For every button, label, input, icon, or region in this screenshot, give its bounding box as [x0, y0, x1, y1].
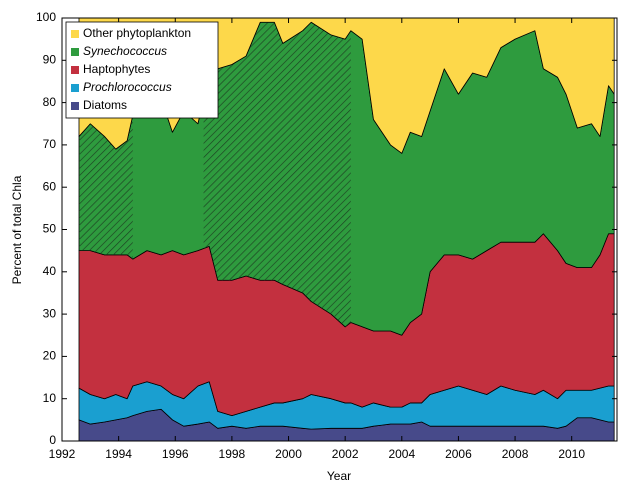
- x-tick-label: 2010: [558, 447, 585, 461]
- x-tick-label: 1992: [49, 447, 76, 461]
- legend-label: Diatoms: [83, 98, 127, 112]
- x-axis-label: Year: [327, 469, 351, 483]
- y-axis-label: Percent of total Chla: [10, 175, 24, 284]
- x-tick-label: 2004: [388, 447, 415, 461]
- y-tick-label: 60: [43, 179, 57, 193]
- legend-swatch: [71, 84, 79, 92]
- y-tick-label: 70: [43, 137, 57, 151]
- legend-swatch: [71, 102, 79, 110]
- y-tick-label: 100: [36, 10, 56, 24]
- y-tick-label: 20: [43, 349, 57, 363]
- y-tick-label: 0: [49, 433, 56, 447]
- y-tick-label: 30: [43, 306, 57, 320]
- y-tick-label: 50: [43, 222, 57, 236]
- y-tick-label: 10: [43, 391, 57, 405]
- x-tick-label: 1996: [162, 447, 189, 461]
- y-tick-label: 90: [43, 52, 57, 66]
- legend-swatch: [71, 30, 79, 38]
- legend-label: Haptophytes: [83, 62, 150, 76]
- legend-label: Other phytoplankton: [83, 26, 191, 40]
- legend-label: Prochlorococcus: [83, 80, 172, 94]
- x-tick-label: 1998: [219, 447, 246, 461]
- legend-box: [65, 21, 219, 119]
- y-tick-label: 40: [43, 264, 57, 278]
- x-tick-label: 2002: [332, 447, 359, 461]
- legend: Other phytoplankton Synechococcus Haptophy…: [65, 21, 219, 119]
- x-tick-label: 1994: [105, 447, 132, 461]
- y-tick-label: 80: [43, 95, 57, 109]
- legend-label: Synechococcus: [83, 44, 167, 58]
- legend-swatch: [71, 66, 79, 74]
- x-tick-label: 2000: [275, 447, 302, 461]
- x-tick-label: 2006: [445, 447, 472, 461]
- legend-swatch: [71, 48, 79, 56]
- x-tick-label: 2008: [502, 447, 529, 461]
